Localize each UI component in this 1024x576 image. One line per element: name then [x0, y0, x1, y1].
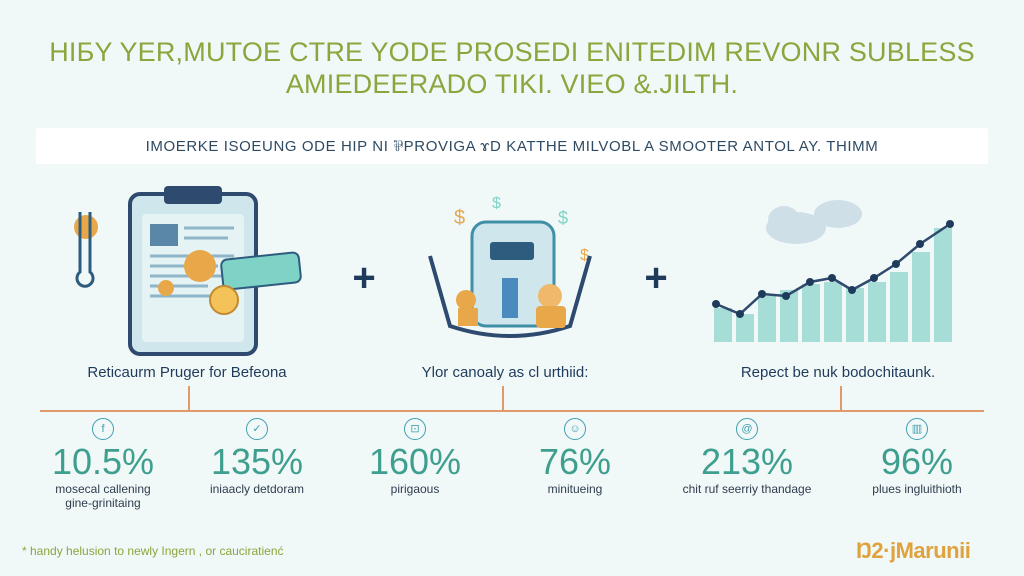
stat-item: ☺ 76% minitueing — [500, 418, 650, 496]
plus-operator-1: + — [352, 256, 376, 300]
stat-label: minitueing — [547, 482, 603, 496]
stat-item: ▥ 96% plues ingluithioth — [842, 418, 992, 496]
facebook-icon: f — [92, 418, 114, 440]
stat-label-2: gine-grinitaing — [65, 496, 141, 510]
panel-caption-2: Ylor canoaly as cl urthiid: — [421, 364, 589, 381]
stat-label: plues ingluithioth — [872, 482, 962, 496]
money-bag-illustration: $ $ $ $ — [428, 196, 592, 338]
stat-item: ⊡ 160% pirigaous — [340, 418, 490, 496]
svg-text:$: $ — [558, 208, 568, 228]
stat-value: 160% — [368, 441, 462, 482]
stat-item: f 10.5% mosecal callening gine-grinitain… — [28, 418, 178, 510]
stat-value: 96% — [880, 441, 954, 482]
brand-logo: Ŋ2·jMarunii — [856, 538, 971, 563]
person-icon: ☺ — [564, 418, 586, 440]
banner-text: IMOERKE ISOEUNG ODE HIP NI ⅌PROVIGA ɤD K… — [145, 138, 879, 155]
wallet-icon: ⊡ — [404, 418, 426, 440]
subtitle-banner: IMOERKE ISOEUNG ODE HIP NI ⅌PROVIGA ɤD K… — [36, 128, 988, 164]
bin-icon: ▥ — [906, 418, 928, 440]
title-line-1: HIБY YER,MUTOE CTRE YODE PROSEDI ENITEDI… — [49, 37, 975, 67]
growth-chart-illustration — [712, 200, 954, 342]
timeline-tick-1 — [188, 386, 190, 412]
svg-text:$: $ — [454, 207, 465, 229]
stat-item: ✓ 135% iniaacly detdoram — [182, 418, 332, 496]
stat-value: 213% — [700, 441, 794, 482]
timeline-tick-2 — [502, 386, 504, 412]
stat-label: mosecal callening — [55, 482, 151, 496]
stat-item: @ 213% chit ruf seerriy thandage — [672, 418, 822, 496]
stat-value: 10.5% — [51, 441, 155, 482]
svg-text:$: $ — [492, 196, 501, 212]
at-icon: @ — [736, 418, 758, 440]
svg-text:$: $ — [580, 247, 589, 264]
cloud-icon — [766, 200, 862, 244]
thermometer-icon — [74, 212, 98, 288]
plus-operator-2: + — [644, 256, 668, 300]
stat-label: pirigaous — [390, 482, 440, 496]
stat-label: chit ruf seerriy thandage — [682, 482, 812, 496]
stat-value: 76% — [538, 441, 612, 482]
page-title: HIБY YER,MUTOE CTRE YODE PROSEDI ENITEDI… — [0, 36, 1024, 100]
timeline-tick-3 — [840, 386, 842, 412]
stat-label: iniaacly detdoram — [209, 482, 305, 496]
title-line-2: AMIEDEERADO TIKI. VIEO &.JILTH. — [285, 69, 739, 99]
timeline-divider — [40, 410, 984, 412]
panel-caption-1: Reticaurm Pruger for Befeona — [87, 364, 287, 381]
panel-caption-3: Repect be nuk bodochitaunk. — [740, 364, 936, 381]
check-icon: ✓ — [246, 418, 268, 440]
clipboard-illustration — [74, 186, 302, 356]
footnote: * handy helusion to newly Ingern , or ca… — [22, 544, 284, 558]
stat-value: 135% — [210, 441, 304, 482]
